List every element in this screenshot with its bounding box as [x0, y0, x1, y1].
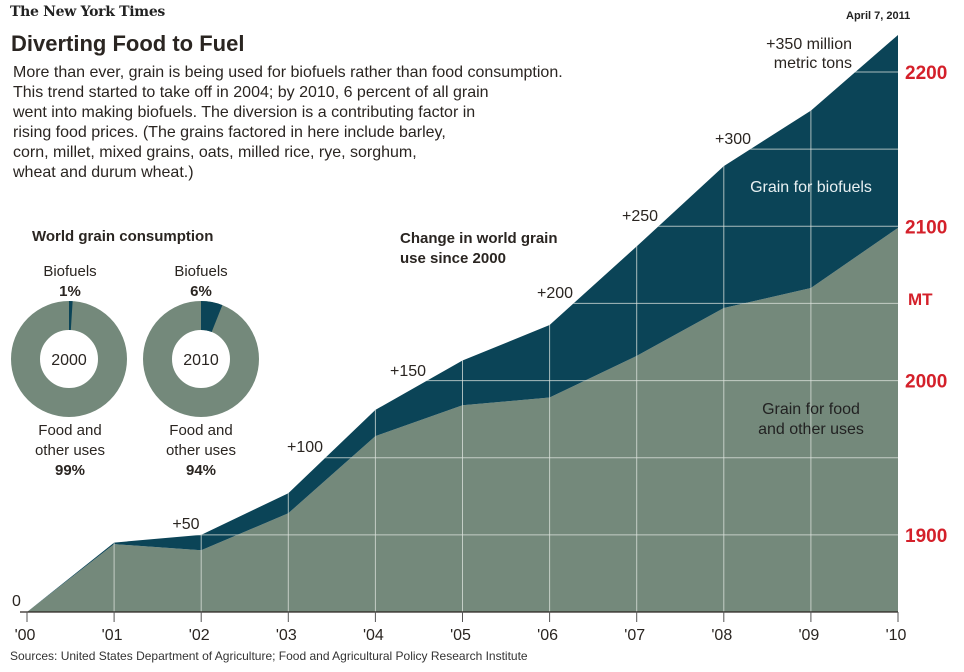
x-tick-label: '07	[624, 627, 645, 644]
right-axis-unit-label: MT	[908, 290, 933, 309]
graphic-title: Diverting Food to Fuel	[11, 31, 245, 56]
chart-annotation: +200	[537, 285, 573, 302]
series-label-food: Grain for food	[762, 401, 860, 418]
x-tick-label: '05	[450, 627, 471, 644]
intro-line: rising food prices. (The grains factored…	[13, 124, 446, 141]
donut-label-text: other uses	[165, 442, 237, 459]
intro-line: went into making biofuels. The diversion…	[13, 104, 476, 121]
donut-section-title: World grain consumption	[32, 228, 214, 245]
x-tick-label: '04	[363, 627, 384, 644]
chart-annotation: +50	[172, 516, 199, 533]
intro-line: corn, millet, mixed grains, oats, milled…	[13, 144, 417, 161]
donut-2010-top-label: Biofuels 6%	[141, 262, 261, 302]
donut-label-text: Biofuels	[43, 263, 97, 280]
intro-line: This trend started to take off in 2004; …	[13, 84, 489, 101]
x-tick-label: '09	[798, 627, 819, 644]
x-tick-label: '01	[102, 627, 123, 644]
chart-subtitle-line: Change in world grain	[400, 230, 558, 247]
chart-annotation: 0	[12, 593, 21, 610]
chart-annotation: metric tons	[774, 55, 852, 72]
right-axis-tick-label: 1900	[905, 526, 947, 547]
publication-date: April 7, 2011	[846, 10, 911, 22]
donut-year-label: 2010	[183, 352, 219, 369]
donut-2010-bottom-label: Food and other uses 94%	[141, 421, 261, 481]
donut-label-value: 1%	[59, 283, 81, 300]
donut-biofuel-slice	[201, 301, 223, 333]
donut-biofuel-slice	[69, 301, 73, 331]
chart-annotation: +300	[715, 131, 751, 148]
donut-label-value: 6%	[190, 283, 212, 300]
donut-label-value: 94%	[185, 462, 217, 479]
x-tick-label: '10	[886, 627, 907, 644]
chart-annotation: +250	[622, 208, 658, 225]
donut-label-text: Food and	[169, 422, 233, 439]
chart-annotation: +150	[390, 363, 426, 380]
x-tick-label: '02	[189, 627, 210, 644]
chart-subtitle-line: use since 2000	[400, 250, 506, 267]
x-tick-label: '08	[711, 627, 732, 644]
intro-line: More than ever, grain is being used for …	[13, 64, 563, 81]
series-label-biofuels: Grain for biofuels	[750, 179, 872, 196]
x-tick-label: '06	[537, 627, 558, 644]
publication-logo: The New York Times	[10, 4, 166, 20]
x-tick-label: '03	[276, 627, 297, 644]
right-axis-tick-label: 2200	[905, 63, 947, 84]
donut-label-text: other uses	[34, 442, 106, 459]
donut-label-value: 99%	[54, 462, 86, 479]
donut-label-text: Food and	[38, 422, 102, 439]
right-axis-tick-label: 2000	[905, 372, 947, 393]
chart-subtitle: Change in world grain use since 2000	[400, 229, 558, 269]
chart-annotation: +100	[287, 439, 323, 456]
series-label-food: and other uses	[758, 421, 864, 438]
sources-note: Sources: United States Department of Agr…	[10, 649, 528, 663]
intro-line: wheat and durum wheat.)	[13, 164, 194, 181]
right-axis-tick-label: 2100	[905, 217, 947, 238]
chart-annotation: +350 million	[766, 36, 852, 53]
donut-year-label: 2000	[51, 352, 87, 369]
x-tick-label: '00	[15, 627, 36, 644]
donut-2000-top-label: Biofuels 1%	[10, 262, 130, 302]
donut-2000-bottom-label: Food and other uses 99%	[10, 421, 130, 481]
donut-label-text: Biofuels	[174, 263, 228, 280]
intro-text: More than ever, grain is being used for …	[13, 63, 693, 183]
